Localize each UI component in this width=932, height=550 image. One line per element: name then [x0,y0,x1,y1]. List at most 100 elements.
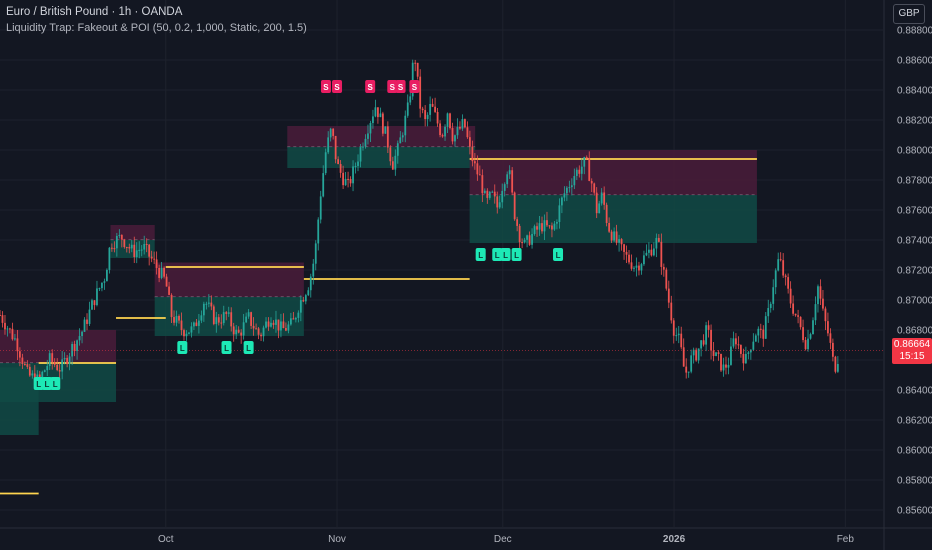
indicator-legend[interactable]: Liquidity Trap: Fakeout & POI (50, 0.2, … [6,22,307,34]
candle-body [232,326,235,335]
y-tick-label: 0.87000 [897,296,932,307]
candle-body [43,370,46,372]
candle-body [744,353,747,364]
candle-body [349,179,352,184]
candle-body [560,197,563,206]
symbol-title[interactable]: Euro / British Pound · 1h · OANDA [6,6,183,18]
candle-body [212,306,215,325]
candle-body [730,346,732,365]
y-tick-label: 0.86800 [897,326,932,337]
candle-body [250,312,253,326]
candle-body [640,264,643,271]
candle-body [727,364,730,368]
candle-body [389,147,392,162]
candle-body [563,193,566,198]
last-price-tag: 0.86664 15:15 [892,338,932,364]
candle-body [178,316,180,321]
candle-body [198,320,200,326]
sell-marker-label: S [398,83,404,92]
candle-body [496,196,499,208]
buy-marker [553,248,564,261]
candle-body [416,62,419,77]
candle-body [130,244,133,249]
candle-body [692,349,695,356]
candle-body [697,348,700,361]
candle-body [757,328,760,336]
y-tick-label: 0.87200 [897,266,932,277]
candle-body [319,196,322,220]
candle-body [829,333,832,343]
candle-body [230,312,233,327]
candle-body [784,275,787,278]
candle-body [523,239,526,243]
candle-body [461,119,464,129]
candle-body [215,317,218,325]
candle-body [498,202,501,208]
candle-body [431,103,434,107]
candle-body [180,320,183,331]
candle-body [732,338,735,347]
candle-body [787,277,790,289]
candle-body [118,234,121,236]
candle-body [528,235,531,245]
candle-body [603,192,606,205]
candle-body [190,326,193,333]
candle-body [583,157,586,167]
candle-body [638,265,640,271]
candle-body [217,317,220,323]
buy-marker-label: L [503,251,508,260]
candle-body [409,96,412,103]
sell-marker-label: S [412,83,418,92]
candle-body [86,319,88,324]
candle-body [6,328,9,330]
candle-body [598,203,601,214]
candle-body [625,251,628,255]
time-axis[interactable]: Oct Nov Dec 2026 Feb [158,534,854,545]
candle-body [265,321,267,328]
candle-body [690,355,693,372]
candle-body [364,138,367,147]
candle-body [267,321,270,327]
candle-body [56,364,59,371]
candle-body [538,223,541,230]
candle-body [762,329,765,339]
buy-marker [492,248,503,261]
candle-body [255,328,257,330]
candle-body [720,353,722,371]
bar-countdown: 15:15 [899,351,925,362]
sell-marker-label: S [323,83,329,92]
candle-body [546,220,548,226]
candle-body [531,234,533,245]
candle-body [165,276,168,287]
candle-body [511,170,514,193]
candle-body [769,303,772,309]
candle-body [672,320,675,336]
candle-body [553,223,556,230]
y-tick-label: 0.87400 [897,236,932,247]
candle-body [749,349,752,353]
sell-marker-label: S [334,83,340,92]
y-tick-label: 0.88200 [897,116,932,127]
sell-marker [409,80,420,93]
candle-body [98,288,101,290]
candle-body [573,175,576,186]
y-tick-label: 0.87600 [897,206,932,217]
buy-marker [243,341,254,354]
currency-button[interactable]: GBP [893,4,925,24]
candle-body [454,135,456,142]
candle-body [28,366,31,376]
candle-body [772,287,775,304]
candle-body [66,357,69,365]
price-axis[interactable]: 0.88800 0.88600 0.88400 0.88200 0.88000 0.878… [897,26,932,517]
candle-body [123,239,126,248]
candle-body [272,322,275,325]
candle-body [707,325,710,330]
candle-body [764,316,767,339]
candle-body [362,146,364,148]
candle-body [670,302,673,321]
candle-body [715,352,717,356]
candle-body [700,340,703,349]
candle-body [434,106,436,112]
candle-body [754,335,757,342]
